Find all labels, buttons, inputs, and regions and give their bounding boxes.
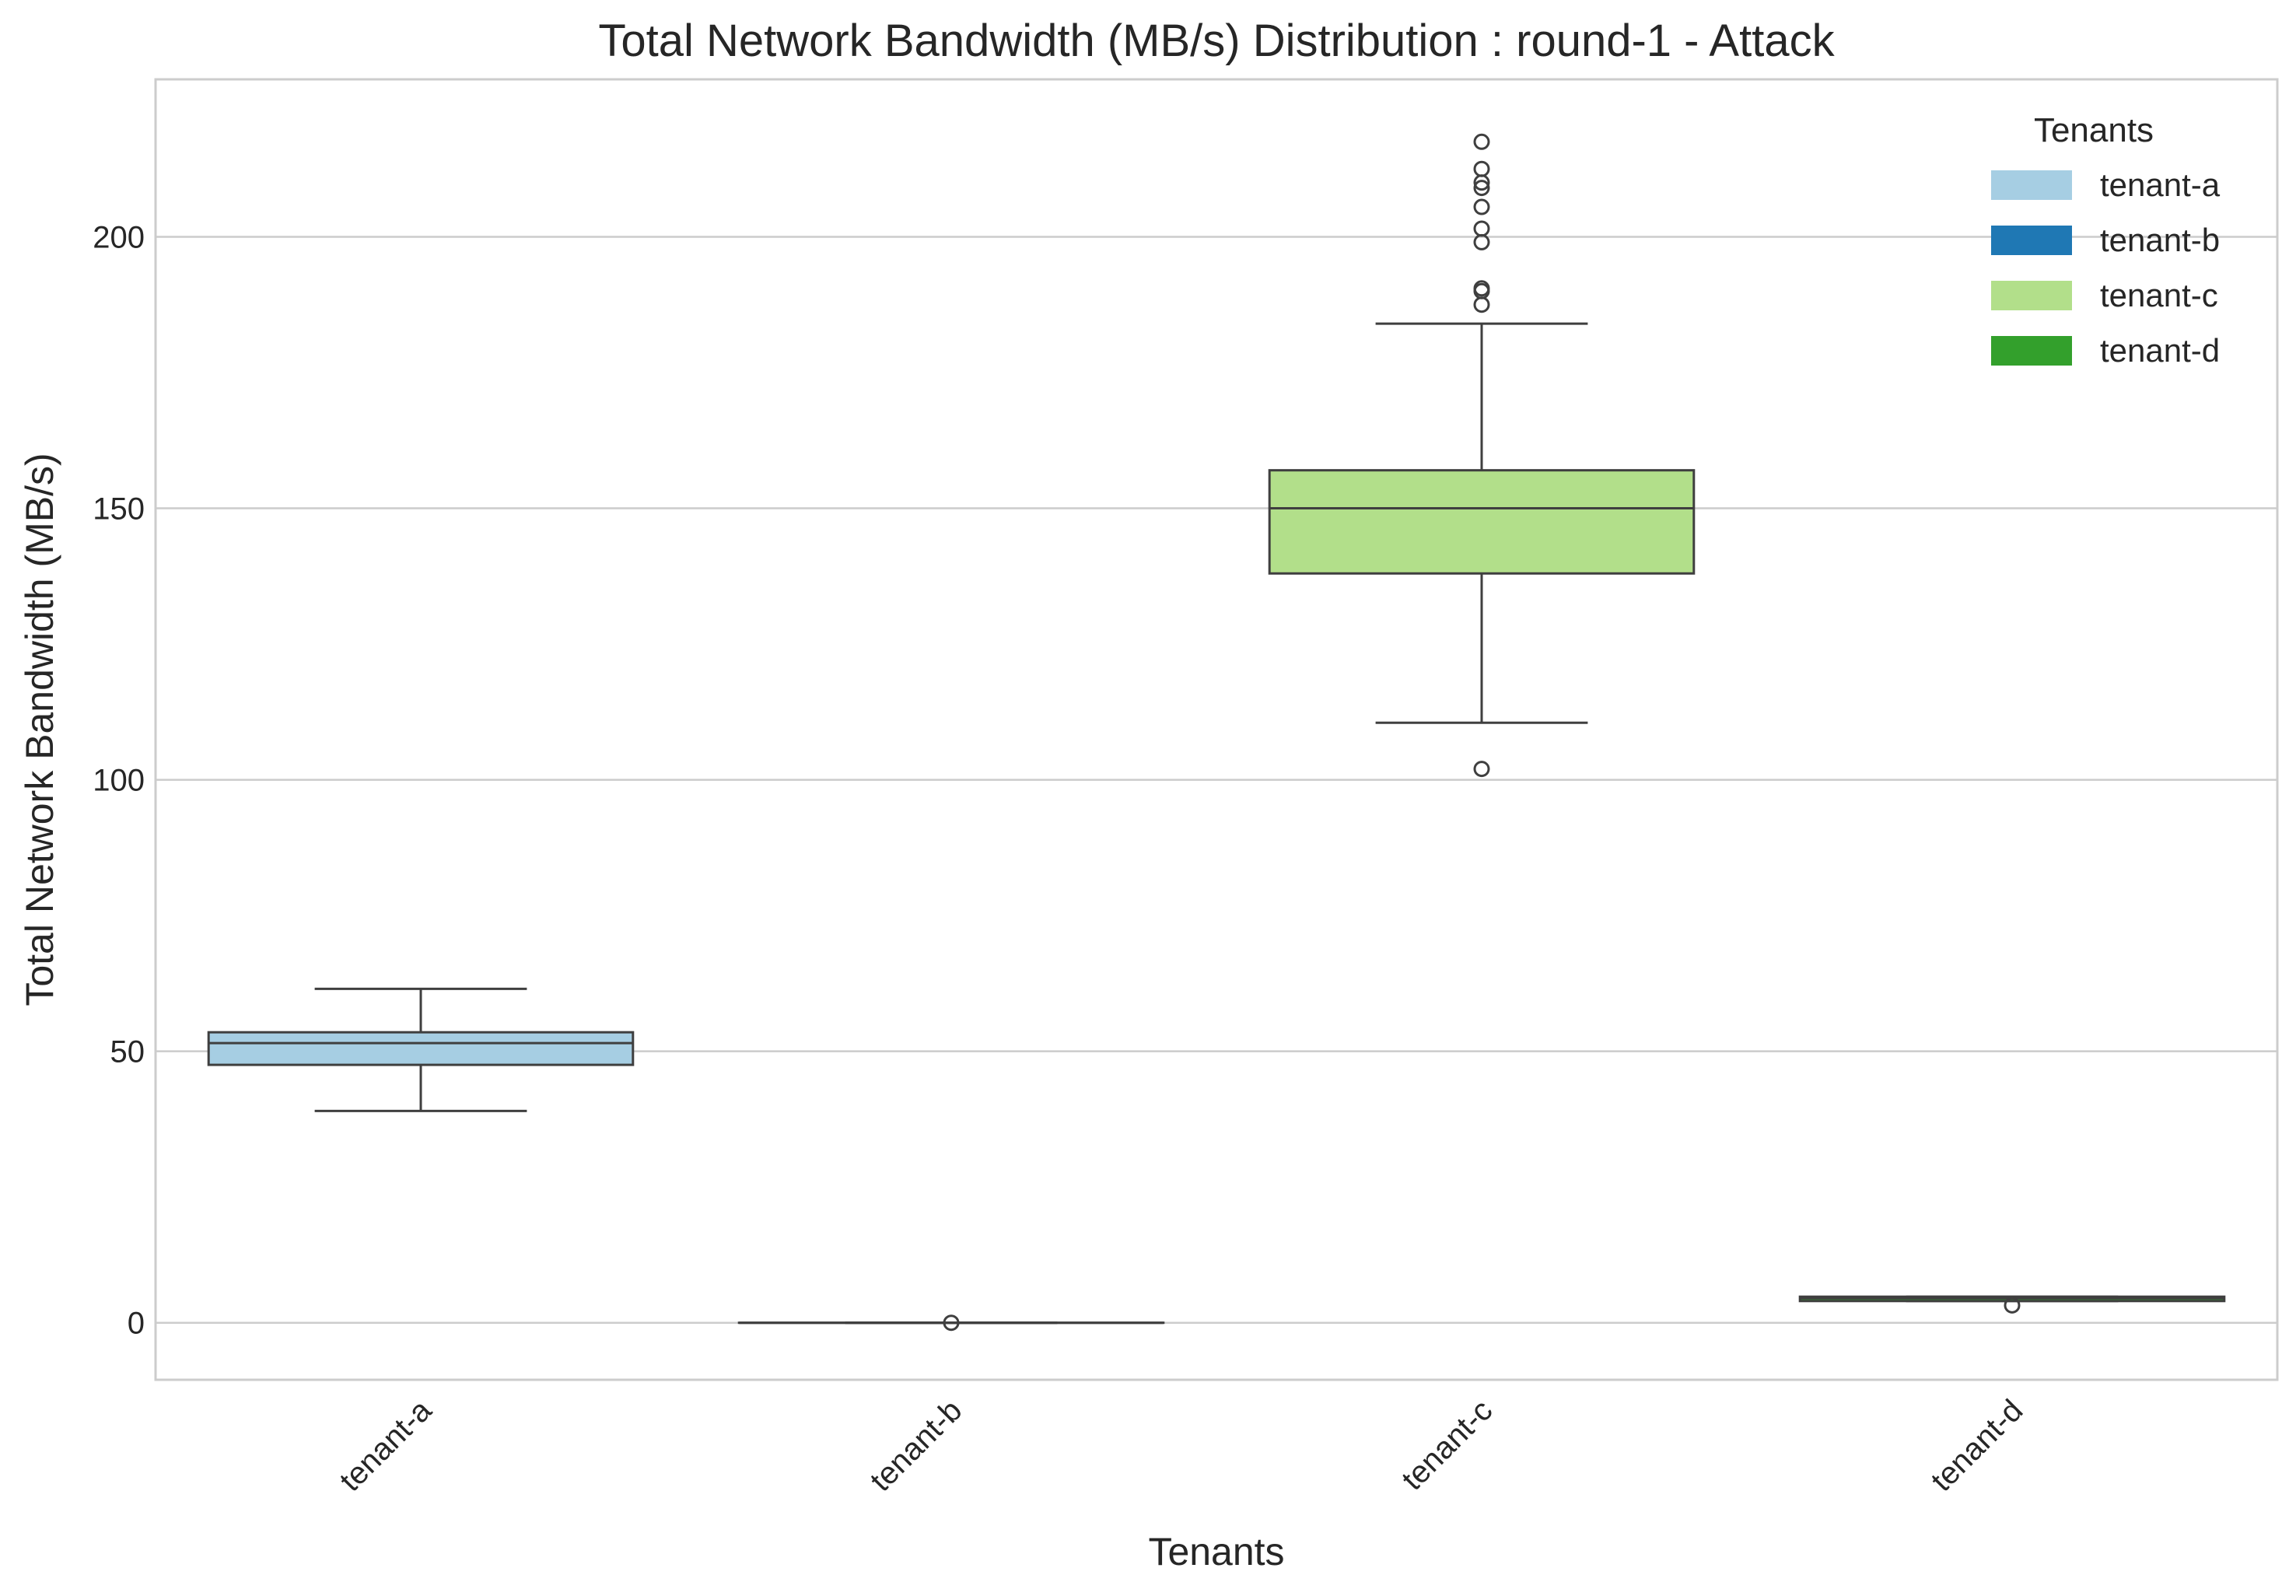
legend: Tenants tenant-a tenant-b tenant-c tenant-d: [1991, 111, 2221, 369]
box-tenant-b: [737, 1314, 1165, 1332]
outlier-point: [1473, 220, 1490, 237]
outlier-point: [1473, 180, 1490, 197]
outlier-point: [1473, 160, 1490, 177]
outlier-point: [1473, 133, 1490, 150]
legend-label-tenant-b: tenant-b: [2100, 222, 2220, 258]
outlier-point: [1473, 761, 1490, 778]
box-tenant-c: [1268, 133, 1696, 778]
box-tenant-a: [207, 987, 635, 1112]
chart-title: Total Network Bandwidth (MB/s) Distribut…: [598, 16, 1835, 66]
y-tick-label: 100: [93, 764, 145, 798]
boxes: [207, 133, 2226, 1332]
outlier-point: [1473, 198, 1490, 215]
y-tick-label: 150: [93, 492, 145, 527]
legend-label-tenant-d: tenant-d: [2100, 332, 2220, 369]
outlier-point: [2004, 1297, 2021, 1314]
y-axis-label: Total Network Bandwidth (MB/s): [18, 453, 61, 1006]
y-tick-labels: 0 50 100 150 200: [93, 220, 145, 1340]
legend-title: Tenants: [2034, 111, 2154, 149]
legend-label-tenant-a: tenant-a: [2100, 166, 2221, 203]
legend-swatch-tenant-c: [1991, 281, 2072, 310]
plot-frame: [154, 78, 2279, 1381]
legend-label-tenant-c: tenant-c: [2100, 277, 2218, 313]
y-tick-label: 0: [128, 1307, 145, 1341]
legend-swatch-tenant-d: [1991, 336, 2072, 366]
box-body: [1268, 469, 1696, 575]
legend-swatch-tenant-a: [1991, 170, 2072, 200]
outlier-point: [1473, 280, 1490, 297]
box-tenant-d: [1798, 1295, 2226, 1314]
box-body: [207, 1031, 635, 1066]
x-axis-label: Tenants: [1148, 1530, 1284, 1573]
y-tick-label: 50: [110, 1035, 145, 1069]
outlier-point: [943, 1314, 960, 1332]
legend-swatch-tenant-b: [1991, 226, 2072, 255]
y-tick-label: 200: [93, 220, 145, 254]
